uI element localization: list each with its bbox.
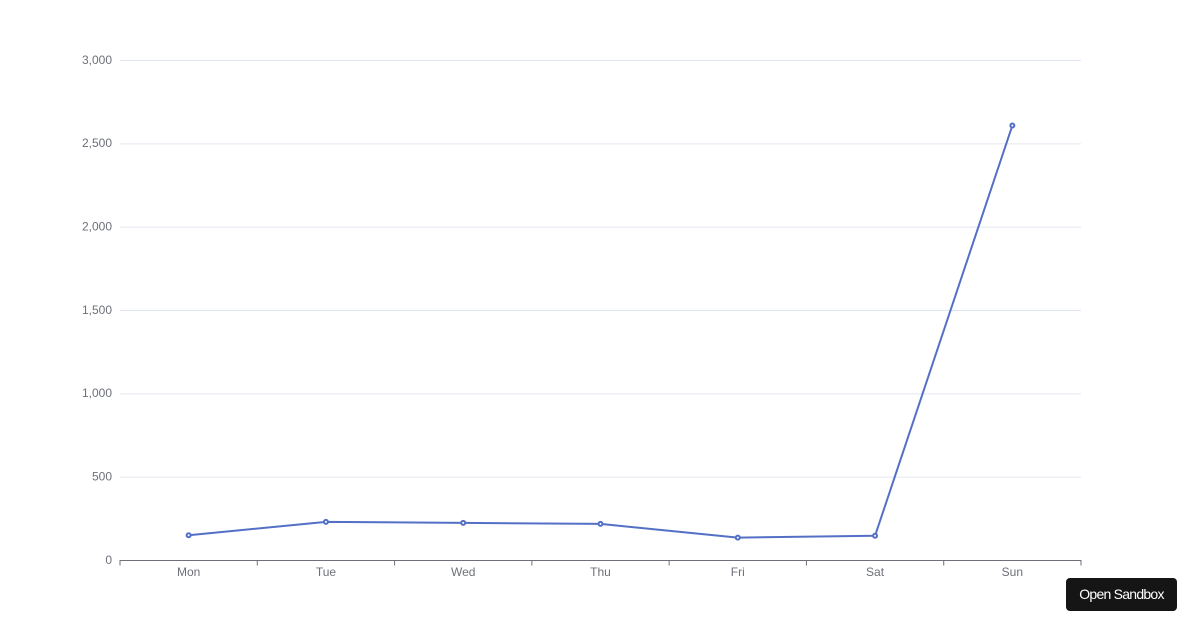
svg-text:Sun: Sun bbox=[1002, 565, 1023, 579]
svg-text:500: 500 bbox=[92, 470, 112, 484]
svg-text:2,500: 2,500 bbox=[82, 136, 112, 150]
svg-text:Wed: Wed bbox=[451, 565, 475, 579]
svg-text:0: 0 bbox=[105, 553, 112, 567]
svg-text:3,000: 3,000 bbox=[82, 53, 112, 67]
svg-text:1,000: 1,000 bbox=[82, 386, 112, 400]
svg-text:1,500: 1,500 bbox=[82, 303, 112, 317]
svg-text:Sat: Sat bbox=[866, 565, 885, 579]
svg-text:2,000: 2,000 bbox=[82, 220, 112, 234]
svg-text:Fri: Fri bbox=[731, 565, 745, 579]
svg-text:Thu: Thu bbox=[590, 565, 611, 579]
svg-text:Mon: Mon bbox=[177, 565, 200, 579]
svg-text:Tue: Tue bbox=[316, 565, 337, 579]
